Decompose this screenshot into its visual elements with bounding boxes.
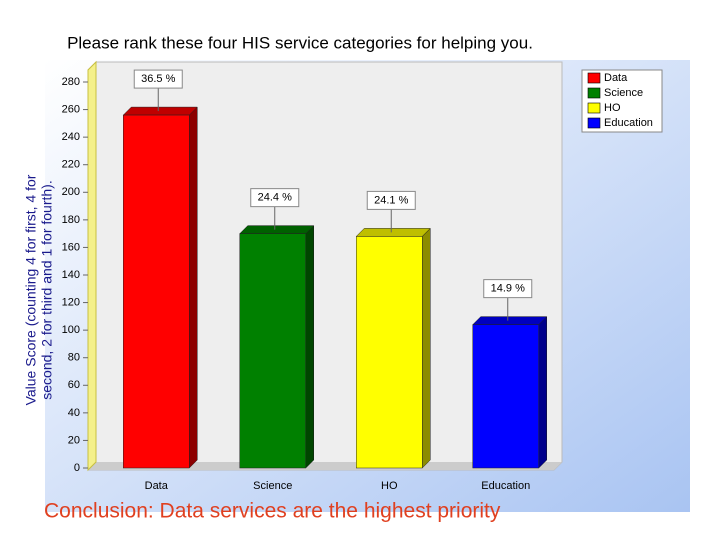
annotation-box: [250, 188, 300, 208]
annotation: 36.5 %: [141, 73, 175, 85]
bar-side-shade: [538, 316, 547, 468]
x-tick-label: Education: [481, 480, 530, 492]
y-axis-label-line: second, 2 for third and 1 for fourth).: [39, 180, 55, 399]
conclusion: Conclusion: Data services are the highes…: [44, 500, 501, 523]
y-tick-label: 20: [68, 434, 80, 446]
legend-swatch: [587, 102, 601, 114]
bar-front: [123, 114, 190, 469]
axis-wall: [87, 60, 97, 472]
y-tick-label: 180: [62, 214, 80, 226]
y-tick-label: 160: [62, 241, 80, 253]
bar-front: [239, 233, 306, 469]
bar: [355, 227, 431, 469]
y-tick-label: 40: [68, 407, 80, 419]
annotation-box: [483, 279, 533, 299]
x-tick-label: Science: [253, 480, 292, 492]
y-axis-label: Value Score (counting 4 for first, 4 for…: [23, 174, 55, 405]
bar-front: [356, 236, 423, 469]
y-tick-label: 220: [62, 159, 80, 171]
plot-floor: [88, 462, 562, 470]
bar: [122, 106, 198, 469]
chart-title: Please rank these four HIS service categ…: [67, 33, 533, 52]
annotation-box: [133, 69, 183, 89]
y-tick-label: 100: [62, 324, 80, 336]
legend-swatch: [587, 87, 601, 99]
annotation-box: [366, 190, 416, 210]
y-tick-label: 0: [74, 462, 80, 474]
annotation: 24.1 %: [374, 194, 408, 206]
bar-front: [472, 324, 539, 469]
bar: [239, 225, 315, 469]
y-tick-label: 80: [68, 352, 80, 364]
bar-side-shade: [422, 228, 431, 468]
y-tick-label: 60: [68, 379, 80, 391]
y-axis-label-line: Value Score (counting 4 for first, 4 for: [23, 174, 39, 405]
x-tick-label: Data: [145, 480, 169, 492]
annotation: 14.9 %: [491, 283, 525, 295]
legend-label: Data: [604, 72, 628, 84]
legend-label: Science: [604, 87, 643, 99]
y-tick-label: 260: [62, 103, 80, 115]
bar-top-shade: [472, 316, 547, 325]
legend-swatch: [587, 72, 601, 84]
y-tick-label: 280: [62, 76, 80, 88]
legend-label: HO: [604, 102, 621, 114]
y-tick-label: 240: [62, 131, 80, 143]
bar-top-shade: [239, 225, 314, 234]
x-tick-label: HO: [381, 480, 398, 492]
bar: [472, 316, 548, 469]
bar-side-shade: [305, 225, 314, 468]
legend-label: Education: [604, 117, 653, 129]
bar-top-shade: [356, 228, 431, 237]
y-tick-label: 140: [62, 269, 80, 281]
y-tick-label: 200: [62, 186, 80, 198]
annotation: 24.4 %: [258, 192, 292, 204]
y-tick-label: 120: [62, 296, 80, 308]
bar-top-shade: [123, 107, 198, 116]
legend-swatch: [587, 117, 601, 129]
bar-side-shade: [189, 107, 198, 468]
